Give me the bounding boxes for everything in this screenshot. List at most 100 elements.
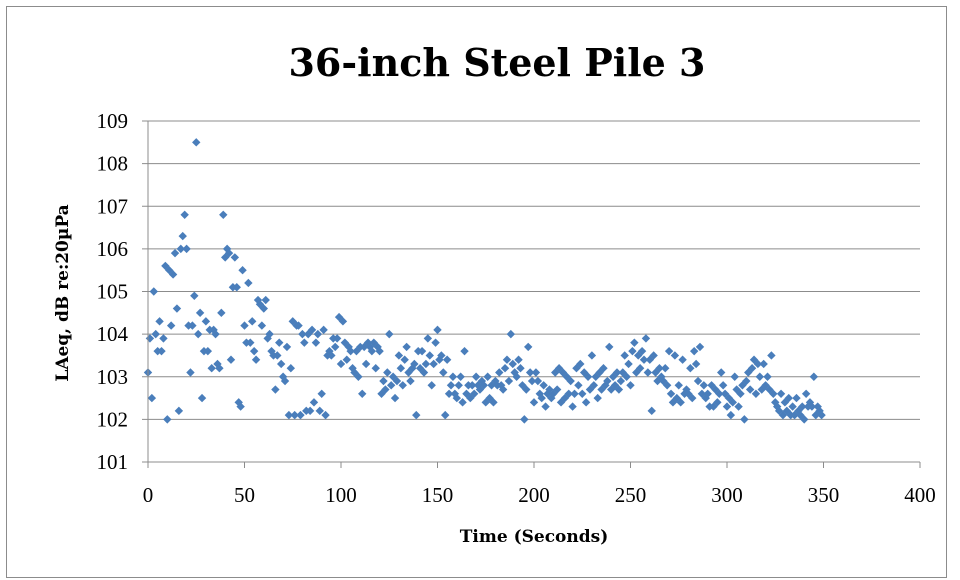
data-point (392, 376, 402, 386)
data-point (576, 359, 585, 369)
data-point (798, 402, 807, 411)
data-point (284, 410, 294, 420)
data-point (479, 381, 489, 390)
y-tick-label: 101 (97, 450, 129, 474)
data-point (427, 381, 436, 390)
data-point (738, 381, 747, 390)
data-point (718, 381, 728, 390)
data-point (587, 351, 597, 360)
data-point (190, 291, 199, 300)
data-point (570, 389, 579, 398)
data-point (578, 389, 587, 398)
data-point (174, 406, 184, 416)
y-tick-label: 106 (97, 237, 129, 261)
data-point (537, 393, 546, 403)
data-point (688, 393, 697, 403)
data-point (778, 410, 788, 420)
data-point (728, 398, 737, 407)
data-point (599, 364, 608, 373)
data-point (315, 406, 324, 416)
data-point (703, 389, 712, 398)
x-tick-label: 100 (325, 483, 357, 507)
data-point (506, 329, 516, 339)
data-point (711, 385, 720, 394)
data-point (313, 329, 323, 339)
data-point (782, 406, 792, 416)
data-point (226, 355, 236, 364)
data-point (635, 364, 645, 373)
data-point (790, 410, 799, 420)
data-point (425, 351, 434, 360)
data-point (419, 368, 429, 377)
data-point (309, 398, 319, 407)
data-point (740, 415, 749, 424)
data-point (699, 381, 709, 390)
data-point (446, 381, 456, 390)
data-point (751, 389, 761, 398)
data-point (259, 304, 268, 313)
y-tick-label: 105 (97, 280, 129, 304)
data-point (736, 389, 745, 398)
data-point (468, 381, 477, 390)
data-point (147, 393, 157, 403)
data-point (163, 415, 172, 424)
data-point (502, 355, 512, 364)
data-point (458, 398, 467, 407)
data-point (331, 342, 340, 352)
data-point (686, 364, 695, 373)
data-point (240, 321, 249, 330)
data-point (807, 402, 817, 411)
data-point (396, 364, 406, 373)
data-point (456, 372, 465, 381)
x-tick-label: 200 (518, 483, 550, 507)
x-axis-title: Time (Seconds) (460, 527, 609, 547)
data-point (342, 355, 351, 364)
data-point (290, 410, 299, 420)
data-point (321, 410, 330, 420)
data-point (170, 248, 180, 258)
data-point (641, 334, 651, 343)
data-point (666, 389, 676, 398)
data-point (230, 253, 240, 262)
data-point (769, 389, 778, 398)
data-point (402, 342, 411, 352)
y-tick-label: 108 (97, 152, 129, 176)
data-point (535, 389, 544, 398)
data-points (143, 138, 826, 424)
data-point (817, 410, 826, 420)
data-point (176, 244, 186, 254)
data-point (238, 265, 247, 275)
data-point (713, 398, 722, 407)
data-point (620, 351, 629, 360)
data-point (483, 372, 492, 381)
data-point (168, 270, 178, 279)
data-point (541, 402, 550, 411)
data-point (639, 355, 649, 364)
data-point (610, 381, 620, 390)
data-point (647, 406, 656, 416)
data-point (186, 368, 195, 377)
data-point (441, 410, 450, 420)
data-point (745, 385, 755, 394)
data-point (626, 381, 635, 390)
data-point (568, 402, 577, 411)
data-point (433, 325, 442, 335)
data-point (734, 402, 743, 411)
data-point (305, 406, 315, 416)
data-point (788, 402, 797, 411)
data-point (558, 368, 568, 377)
data-point (645, 355, 654, 364)
data-point (217, 308, 226, 318)
data-point (549, 389, 558, 398)
data-point (742, 376, 751, 386)
data-point (689, 346, 699, 356)
data-point (597, 385, 606, 394)
data-point (444, 389, 454, 398)
data-point (410, 359, 419, 369)
data-point (338, 317, 348, 326)
data-point (747, 364, 757, 373)
data-point (512, 372, 521, 381)
data-point (219, 210, 228, 219)
data-point (197, 393, 207, 403)
